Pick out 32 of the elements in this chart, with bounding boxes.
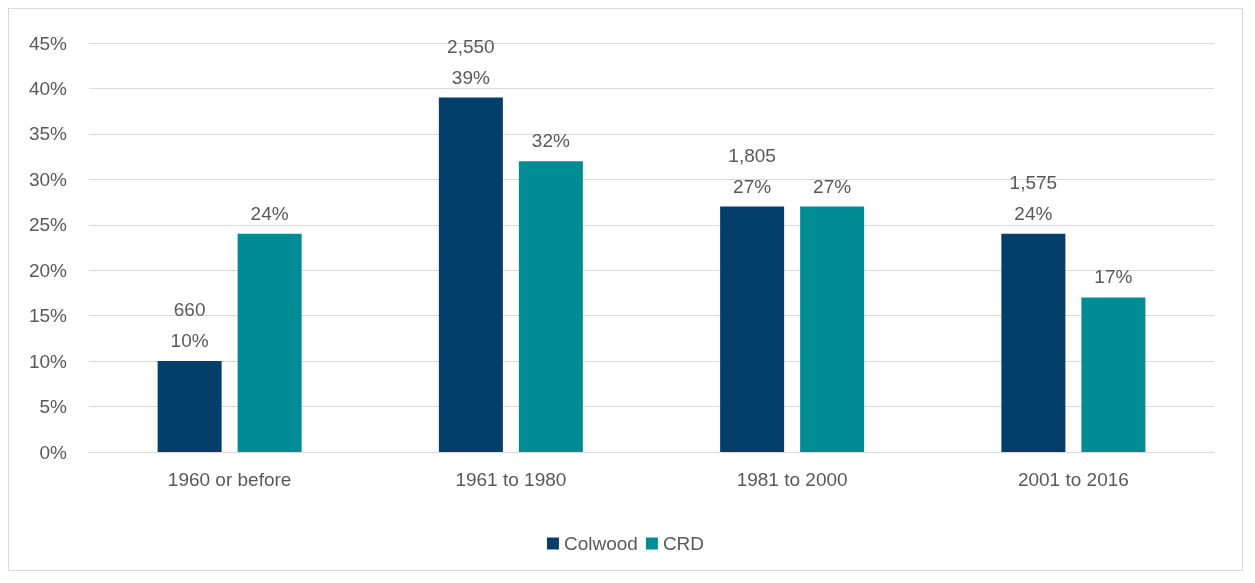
y-tick-label: 10% (28, 350, 68, 372)
bar (1001, 233, 1066, 452)
y-tick-label: 20% (28, 259, 68, 281)
y-tick-label: 15% (28, 305, 68, 327)
y-tick-label: 25% (28, 214, 68, 236)
bar (237, 233, 302, 452)
x-tick-label: 1961 to 1980 (455, 469, 567, 490)
legend-label: CRD (662, 533, 705, 554)
bar (438, 97, 503, 452)
x-tick-label: 1981 to 2000 (736, 469, 848, 490)
data-label: 17% (1094, 266, 1133, 288)
bar (800, 206, 865, 452)
data-label: 24% (250, 202, 289, 224)
y-tick-label: 30% (28, 168, 68, 190)
y-tick-label: 45% (28, 32, 68, 54)
y-tick-label: 0% (39, 441, 68, 463)
x-tick-label: 1960 or before (167, 469, 292, 490)
bar (157, 361, 222, 452)
data-label: 32% (531, 130, 570, 152)
y-tick-label: 35% (28, 123, 68, 145)
x-tick-label: 2001 to 2016 (1017, 469, 1129, 490)
data-label: 1,805 27% (728, 144, 776, 197)
bar (720, 206, 785, 452)
data-label: 1,575 24% (1009, 171, 1058, 224)
data-label: 660 10% (170, 299, 209, 352)
y-tick-label: 5% (39, 396, 68, 418)
data-label: 2,550 39% (447, 35, 495, 88)
bar (518, 161, 583, 452)
legend-label: Colwood (563, 533, 638, 554)
data-label: 27% (813, 175, 852, 197)
bar (1081, 297, 1146, 452)
y-tick-label: 40% (28, 77, 68, 99)
